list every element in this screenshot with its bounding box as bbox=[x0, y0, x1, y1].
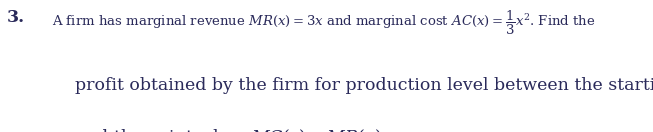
Text: A firm has marginal revenue $\mathit{MR(x){=}3x}$ and marginal cost $\mathit{AC(: A firm has marginal revenue $\mathit{MR(… bbox=[52, 9, 596, 37]
Text: and the point when $\mathit{MC(x){=}MR(x)}$ .: and the point when $\mathit{MC(x){=}MR(x… bbox=[75, 127, 392, 132]
Text: 3.: 3. bbox=[7, 9, 25, 26]
Text: profit obtained by the firm for production level between the starting point: profit obtained by the firm for producti… bbox=[75, 77, 653, 94]
